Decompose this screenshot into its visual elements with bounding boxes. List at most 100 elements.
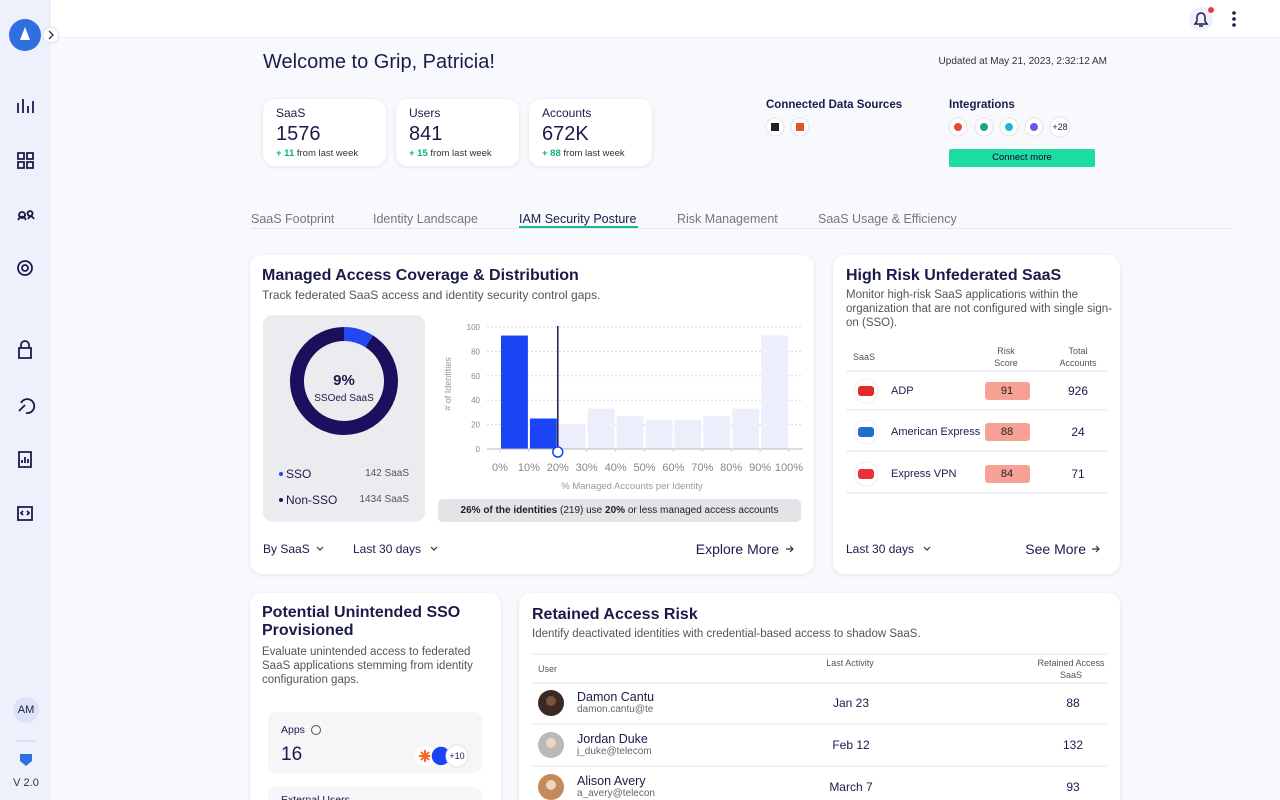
risk-score: 84 — [1000, 468, 1014, 480]
stat-label: Accounts — [542, 106, 592, 120]
stat-card — [529, 99, 652, 166]
stat-delta: + 15 from last week — [409, 145, 492, 163]
column-header: Retained Access SaaS — [1037, 658, 1105, 680]
note-part: or less managed access accounts — [625, 505, 779, 516]
saas-name: American Express — [891, 426, 981, 438]
section-title: Integrations — [949, 99, 1015, 111]
delta-value: + 11 — [276, 148, 295, 159]
users-label: External Users — [281, 794, 350, 800]
retained-count: 93 — [1066, 780, 1080, 794]
high-risk-card — [833, 255, 1120, 574]
filter[interactable]: Last 30 days — [353, 542, 422, 556]
users-box — [268, 787, 482, 800]
stat-label: Users — [409, 106, 441, 120]
card-title: High Risk Unfederated SaaS — [846, 267, 1062, 284]
user-email: a_avery@telecon — [577, 788, 655, 799]
top-bar — [51, 0, 1280, 38]
column-header: Total Accounts — [1059, 346, 1097, 368]
connect-button-label[interactable]: Connect more — [992, 152, 1052, 163]
stat-delta: + 11 from last week — [276, 145, 358, 163]
updated-time: Updated at May 21, 2023, 2:32:12 AM — [938, 56, 1107, 67]
card-title: Retained Access Risk — [532, 606, 698, 623]
explore-link[interactable]: Explore More — [695, 541, 779, 557]
see-more-link[interactable]: See More — [1025, 541, 1086, 557]
apps-more: +10 — [449, 751, 465, 761]
source-logo — [796, 123, 804, 131]
risk-score: 88 — [1000, 426, 1014, 438]
integrations-count: +28 — [1052, 122, 1068, 132]
stat-card — [263, 99, 386, 166]
source-logo — [771, 123, 779, 131]
filter[interactable]: By SaaS — [263, 542, 310, 556]
stat-delta: + 88 from last week — [542, 145, 625, 163]
filter[interactable]: Last 30 days — [846, 542, 915, 556]
tab[interactable]: SaaS Footprint — [251, 212, 335, 226]
chart-note: 26% of the identities (219) use 20% or l… — [438, 499, 801, 522]
apps-label: Apps — [281, 724, 305, 736]
tabs-line — [251, 228, 1232, 229]
column-header: Last Activity — [826, 658, 874, 668]
donut-center-value: 9% — [333, 372, 355, 389]
stat-value: 672K — [542, 123, 589, 145]
delta-text: from last week — [563, 148, 625, 159]
stat-value: 841 — [409, 123, 443, 145]
note-part: 20% — [605, 505, 626, 516]
tab[interactable]: Identity Landscape — [373, 212, 478, 226]
avatar-initials: AM — [17, 704, 35, 716]
section-title: Connected Data Sources — [766, 99, 903, 111]
total-accounts: 71 — [1071, 467, 1085, 481]
column-header: User — [538, 664, 558, 674]
user-name: Damon Cantu — [577, 690, 655, 704]
tab[interactable]: Risk Management — [677, 212, 778, 226]
stat-card — [396, 99, 519, 166]
legend-label: Non-SSO — [286, 493, 338, 507]
delta-value: + 88 — [542, 148, 561, 159]
note-part: 26% of the identities — [460, 505, 558, 516]
risk-badge — [985, 423, 1030, 441]
card-subtitle: Identify deactivated identities with cre… — [532, 628, 921, 640]
donut-center-label: SSOed SaaS — [314, 393, 374, 404]
tab-underline — [519, 226, 638, 228]
user-name: Alison Avery — [577, 774, 646, 788]
last-activity: Feb 12 — [832, 738, 870, 752]
last-activity: March 7 — [829, 780, 873, 794]
delta-value: + 15 — [409, 148, 428, 159]
stat-label: SaaS — [276, 106, 306, 120]
retained-count: 88 — [1066, 696, 1080, 710]
delta-text: from last week — [296, 148, 359, 159]
total-accounts: 24 — [1071, 425, 1085, 439]
user-email: j_duke@telecom — [577, 746, 652, 757]
card-title: Potential Unintended SSO Provisioned — [262, 604, 461, 639]
column-header: SaaS — [853, 352, 876, 362]
last-activity: Jan 23 — [832, 696, 870, 710]
tab[interactable]: IAM Security Posture — [519, 212, 637, 226]
saas-name: ADP — [891, 385, 914, 397]
apps-value: 16 — [281, 744, 303, 765]
card-subtitle: Evaluate unintended access to federated … — [262, 646, 473, 686]
column-header: Risk Score — [994, 346, 1018, 368]
source-icon — [790, 117, 810, 137]
user-email: damon.cantu@te — [577, 704, 654, 715]
stat-value: 1576 — [276, 123, 321, 145]
legend-value: 142 SaaS — [365, 468, 409, 479]
tab[interactable]: SaaS Usage & Efficiency — [818, 212, 957, 226]
risk-score: 91 — [1000, 385, 1014, 397]
card-subtitle: Track federated SaaS access and identity… — [262, 288, 601, 302]
sidebar — [0, 0, 51, 800]
delta-text: from last week — [430, 148, 492, 159]
note-part: (219) use — [557, 505, 606, 516]
connect-button[interactable] — [949, 149, 1095, 167]
legend-value: 1434 SaaS — [359, 494, 410, 505]
version: V 2.0 — [13, 777, 39, 789]
retained-count: 132 — [1062, 738, 1084, 752]
card-title: Managed Access Coverage & Distribution — [262, 267, 579, 284]
total-accounts: 926 — [1067, 384, 1089, 398]
risk-badge — [985, 382, 1030, 400]
legend-label: SSO — [286, 467, 312, 481]
card-subtitle: Monitor high-risk SaaS applications with… — [846, 289, 1112, 329]
saas-name: Express VPN — [891, 468, 957, 480]
source-icon — [765, 117, 785, 137]
user-name: Jordan Duke — [577, 732, 648, 746]
page-title: Welcome to Grip, Patricia! — [263, 51, 495, 73]
